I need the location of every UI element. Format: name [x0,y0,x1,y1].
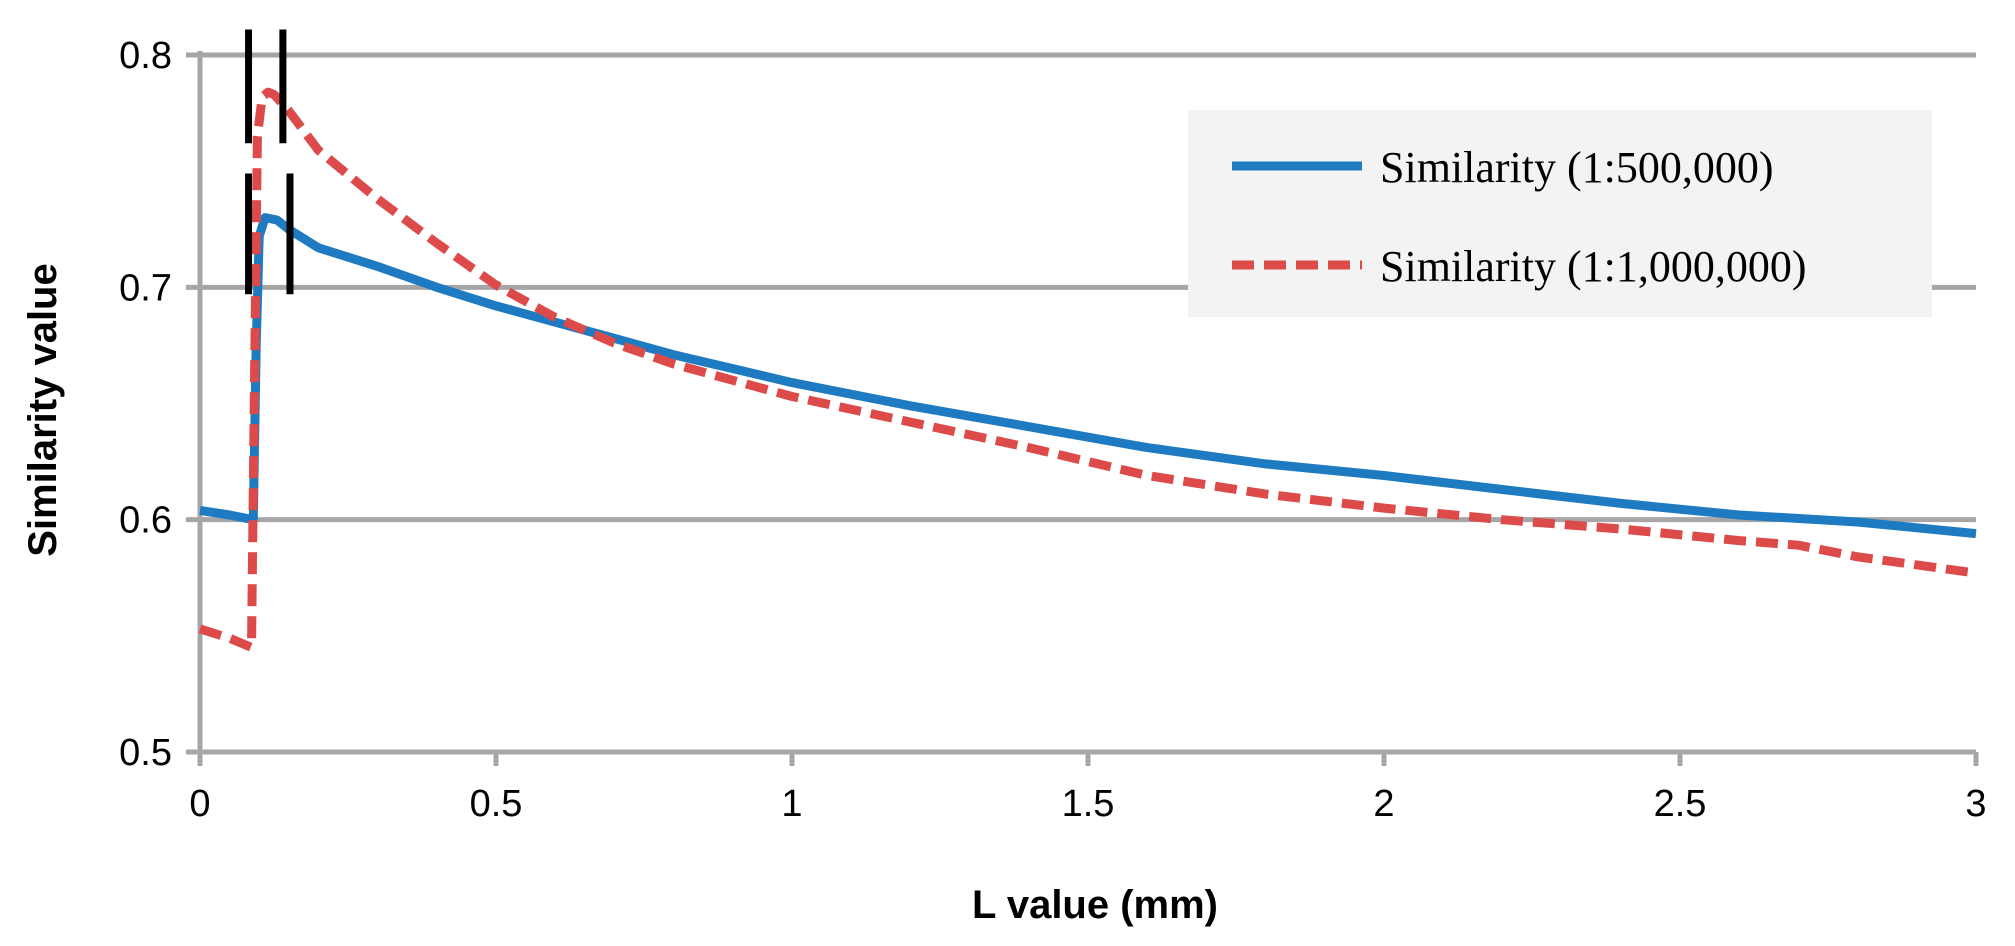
x-tick-label: 0.5 [470,783,523,825]
data-series [198,87,1977,652]
x-tick-label: 1 [781,783,802,825]
y-tick-label: 0.7 [119,267,172,309]
x-tick-label: 2 [1373,783,1394,825]
y-tick-label: 0.6 [119,500,172,542]
x-tick-label: 0 [189,783,210,825]
legend-label-series-1: Similarity (1:500,000) [1380,143,1774,192]
series-line-2 [198,87,1977,652]
x-tick-label: 1.5 [1062,783,1115,825]
x-axis-title: L value (mm) [972,883,1218,927]
y-tick-label: 0.8 [119,35,172,77]
legend-label-series-2: Similarity (1:1,000,000) [1380,242,1807,291]
x-tick-label: 2.5 [1654,783,1707,825]
axes [197,51,1979,766]
legend: Similarity (1:500,000) Similarity (1:1,0… [1188,110,1932,317]
annotations [245,29,294,295]
tick-labels: 0.5 0.6 0.7 0.8 0 0.5 1 1.5 2 2.5 3 [119,35,1986,825]
x-tick-label: 3 [1965,783,1986,825]
y-tick-label: 0.5 [119,732,172,774]
y-axis-title: Similarity value [21,263,65,556]
legend-box [1188,110,1932,317]
